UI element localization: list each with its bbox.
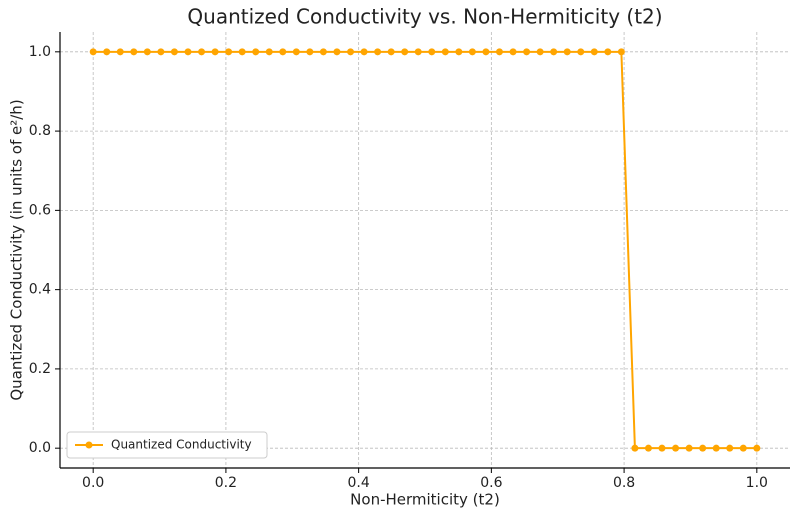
data-point — [225, 48, 233, 56]
y-tick-label: 0.8 — [29, 123, 51, 139]
data-point — [441, 48, 449, 56]
x-tick-label: 0.2 — [215, 475, 237, 491]
data-point — [265, 48, 273, 56]
data-point — [658, 444, 666, 452]
data-point — [130, 48, 138, 56]
data-point — [374, 48, 382, 56]
x-axis-label: Non-Hermiticity (t2) — [350, 491, 500, 509]
data-point — [631, 444, 639, 452]
data-point — [103, 48, 111, 56]
data-point — [523, 48, 531, 56]
data-point — [644, 444, 652, 452]
data-point — [143, 48, 151, 56]
data-point — [455, 48, 463, 56]
x-tick-label: 0.6 — [480, 475, 502, 491]
legend: Quantized Conductivity — [66, 431, 268, 459]
data-point — [89, 48, 97, 56]
data-point — [509, 48, 517, 56]
data-point — [428, 48, 436, 56]
data-point — [753, 444, 761, 452]
legend-marker — [85, 441, 93, 449]
data-point — [739, 444, 747, 452]
data-point — [387, 48, 395, 56]
data-point — [347, 48, 355, 56]
y-tick-label: 0.4 — [29, 282, 51, 298]
data-point — [468, 48, 476, 56]
y-tick-label: 1.0 — [29, 44, 51, 60]
x-tick-label: 0.4 — [348, 475, 370, 491]
data-point — [198, 48, 206, 56]
data-point — [292, 48, 300, 56]
data-point — [360, 48, 368, 56]
data-point — [550, 48, 558, 56]
data-point — [563, 48, 571, 56]
x-tick-label: 0.0 — [82, 475, 104, 491]
chart-title: Quantized Conductivity vs. Non-Hermitici… — [187, 5, 662, 29]
legend-box — [66, 431, 268, 459]
data-point — [414, 48, 422, 56]
data-point — [401, 48, 409, 56]
data-point — [590, 48, 598, 56]
data-point — [604, 48, 612, 56]
data-point — [685, 444, 693, 452]
y-tick-label: 0.2 — [29, 361, 51, 377]
data-point — [333, 48, 341, 56]
series-line — [93, 50, 757, 450]
y-tick-label: 0.0 — [29, 440, 51, 456]
data-point — [319, 48, 327, 56]
data-point — [252, 48, 260, 56]
data-point — [238, 48, 246, 56]
data-point — [170, 48, 178, 56]
data-point — [157, 48, 165, 56]
y-axis-label: Quantized Conductivity (in units of e²/h… — [8, 99, 26, 400]
data-point — [482, 48, 490, 56]
legend-label: Quantized Conductivity — [111, 438, 252, 452]
data-point — [726, 444, 734, 452]
x-tick-label: 1.0 — [746, 475, 768, 491]
data-point — [672, 444, 680, 452]
y-tick-label: 0.6 — [29, 202, 51, 218]
data-point — [495, 48, 503, 56]
data-point — [279, 48, 287, 56]
data-point — [617, 48, 625, 56]
x-tick-label: 0.8 — [613, 475, 635, 491]
data-point — [577, 48, 585, 56]
data-point — [211, 48, 219, 56]
data-point — [116, 48, 124, 56]
data-point — [712, 444, 720, 452]
data-point — [184, 48, 192, 56]
data-point — [536, 48, 544, 56]
data-point — [699, 444, 707, 452]
data-point — [306, 48, 314, 56]
